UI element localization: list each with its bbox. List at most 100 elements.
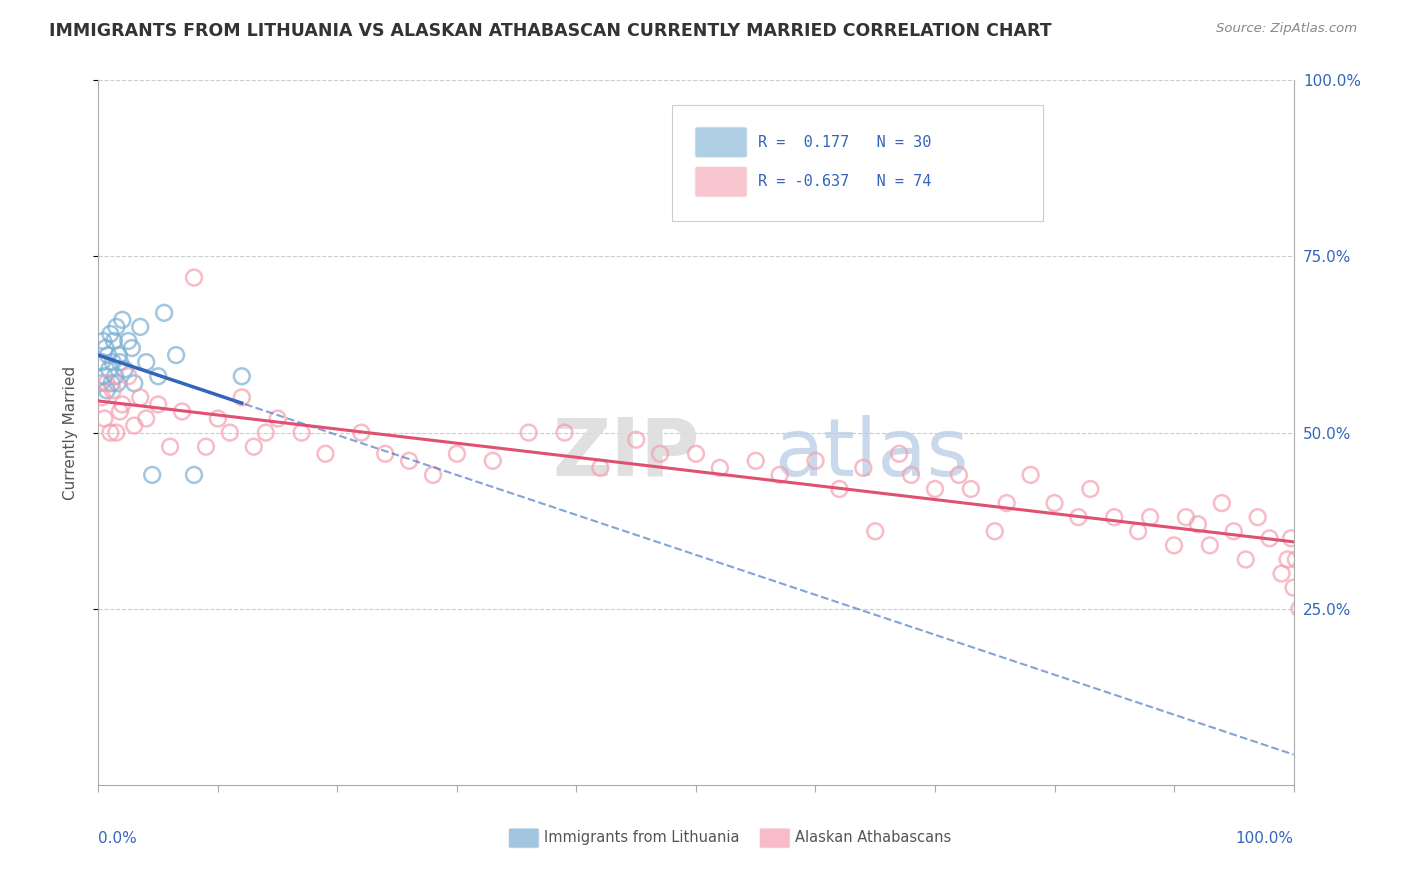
Point bbox=[804, 454, 827, 468]
Point bbox=[91, 391, 114, 405]
Point bbox=[828, 482, 851, 496]
Point bbox=[374, 447, 396, 461]
Point bbox=[148, 369, 170, 384]
Point bbox=[207, 411, 229, 425]
Point bbox=[90, 376, 112, 391]
Point bbox=[219, 425, 242, 440]
Point bbox=[117, 369, 139, 384]
Point bbox=[121, 341, 143, 355]
Point bbox=[107, 376, 129, 391]
Point bbox=[135, 411, 157, 425]
Point bbox=[1104, 510, 1126, 524]
Text: Immigrants from Lithuania: Immigrants from Lithuania bbox=[544, 830, 740, 846]
Point bbox=[1128, 524, 1150, 539]
Point bbox=[124, 376, 146, 391]
Point bbox=[984, 524, 1007, 539]
Point bbox=[1271, 566, 1294, 581]
Point bbox=[1282, 581, 1305, 595]
Point bbox=[1211, 496, 1233, 510]
Point bbox=[422, 467, 444, 482]
Point bbox=[105, 320, 128, 334]
FancyBboxPatch shape bbox=[509, 828, 540, 848]
Point bbox=[1199, 538, 1222, 552]
Point bbox=[107, 348, 129, 362]
Point bbox=[1277, 552, 1299, 566]
Point bbox=[254, 425, 277, 440]
Point bbox=[960, 482, 983, 496]
Text: 0.0%: 0.0% bbox=[98, 830, 138, 846]
Point bbox=[117, 334, 139, 348]
Point bbox=[111, 397, 134, 411]
Point bbox=[517, 425, 540, 440]
Point bbox=[195, 440, 218, 454]
Point bbox=[768, 467, 790, 482]
Point bbox=[398, 454, 420, 468]
Point bbox=[183, 467, 205, 482]
Point bbox=[111, 313, 134, 327]
Point bbox=[91, 355, 114, 369]
Point bbox=[105, 425, 128, 440]
FancyBboxPatch shape bbox=[695, 127, 748, 158]
Point bbox=[709, 460, 731, 475]
Point bbox=[172, 404, 194, 418]
Point bbox=[900, 467, 922, 482]
Point bbox=[626, 433, 648, 447]
Point bbox=[93, 369, 115, 384]
Point bbox=[165, 348, 187, 362]
Point bbox=[98, 425, 122, 440]
Point bbox=[103, 334, 125, 348]
Point bbox=[129, 391, 152, 405]
Point bbox=[100, 376, 122, 391]
Point bbox=[1285, 552, 1308, 566]
Text: atlas: atlas bbox=[773, 415, 967, 492]
Point bbox=[1258, 532, 1281, 546]
Point bbox=[291, 425, 314, 440]
Point bbox=[129, 320, 152, 334]
Point bbox=[889, 447, 911, 461]
Point bbox=[648, 447, 672, 461]
Point bbox=[108, 404, 131, 418]
Point bbox=[315, 447, 337, 461]
Point bbox=[1223, 524, 1246, 539]
Text: Source: ZipAtlas.com: Source: ZipAtlas.com bbox=[1216, 22, 1357, 36]
Point bbox=[1080, 482, 1102, 496]
Point bbox=[481, 454, 505, 468]
Point bbox=[745, 454, 768, 468]
Point bbox=[1234, 552, 1257, 566]
Point bbox=[96, 376, 118, 391]
Point bbox=[153, 306, 176, 320]
Point bbox=[589, 460, 612, 475]
Point bbox=[1279, 532, 1302, 546]
Point bbox=[1019, 467, 1042, 482]
Point bbox=[924, 482, 946, 496]
Point bbox=[1163, 538, 1185, 552]
Point bbox=[1247, 510, 1270, 524]
Point bbox=[124, 418, 146, 433]
Point bbox=[104, 369, 127, 384]
Point bbox=[995, 496, 1018, 510]
Point bbox=[865, 524, 887, 539]
Point bbox=[1067, 510, 1090, 524]
Y-axis label: Currently Married: Currently Married bbox=[63, 366, 77, 500]
Point bbox=[231, 369, 253, 384]
Point bbox=[267, 411, 290, 425]
Point bbox=[108, 355, 131, 369]
Point bbox=[183, 270, 205, 285]
FancyBboxPatch shape bbox=[672, 105, 1043, 221]
Point bbox=[554, 425, 576, 440]
Text: R =  0.177   N = 30: R = 0.177 N = 30 bbox=[758, 135, 932, 150]
Point bbox=[159, 440, 181, 454]
Point bbox=[446, 447, 468, 461]
Text: R = -0.637   N = 74: R = -0.637 N = 74 bbox=[758, 174, 932, 189]
Point bbox=[101, 355, 124, 369]
Point bbox=[148, 397, 170, 411]
Point bbox=[350, 425, 373, 440]
Point bbox=[114, 362, 136, 376]
Point bbox=[1175, 510, 1198, 524]
Point bbox=[1043, 496, 1066, 510]
Point bbox=[685, 447, 707, 461]
Point bbox=[98, 326, 122, 341]
Point bbox=[94, 341, 117, 355]
Point bbox=[141, 467, 163, 482]
Point bbox=[243, 440, 266, 454]
